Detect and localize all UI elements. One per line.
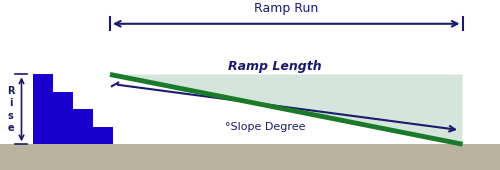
Text: R: R bbox=[6, 86, 14, 96]
Polygon shape bbox=[110, 74, 463, 144]
Text: Ramp Run: Ramp Run bbox=[254, 3, 318, 15]
Text: e: e bbox=[7, 123, 14, 133]
Text: °Slope Degree: °Slope Degree bbox=[225, 122, 305, 132]
Bar bbox=[0, 144, 500, 170]
Text: Ramp Length: Ramp Length bbox=[228, 61, 322, 73]
Polygon shape bbox=[32, 74, 112, 144]
Text: s: s bbox=[8, 110, 14, 121]
Text: i: i bbox=[8, 98, 12, 108]
